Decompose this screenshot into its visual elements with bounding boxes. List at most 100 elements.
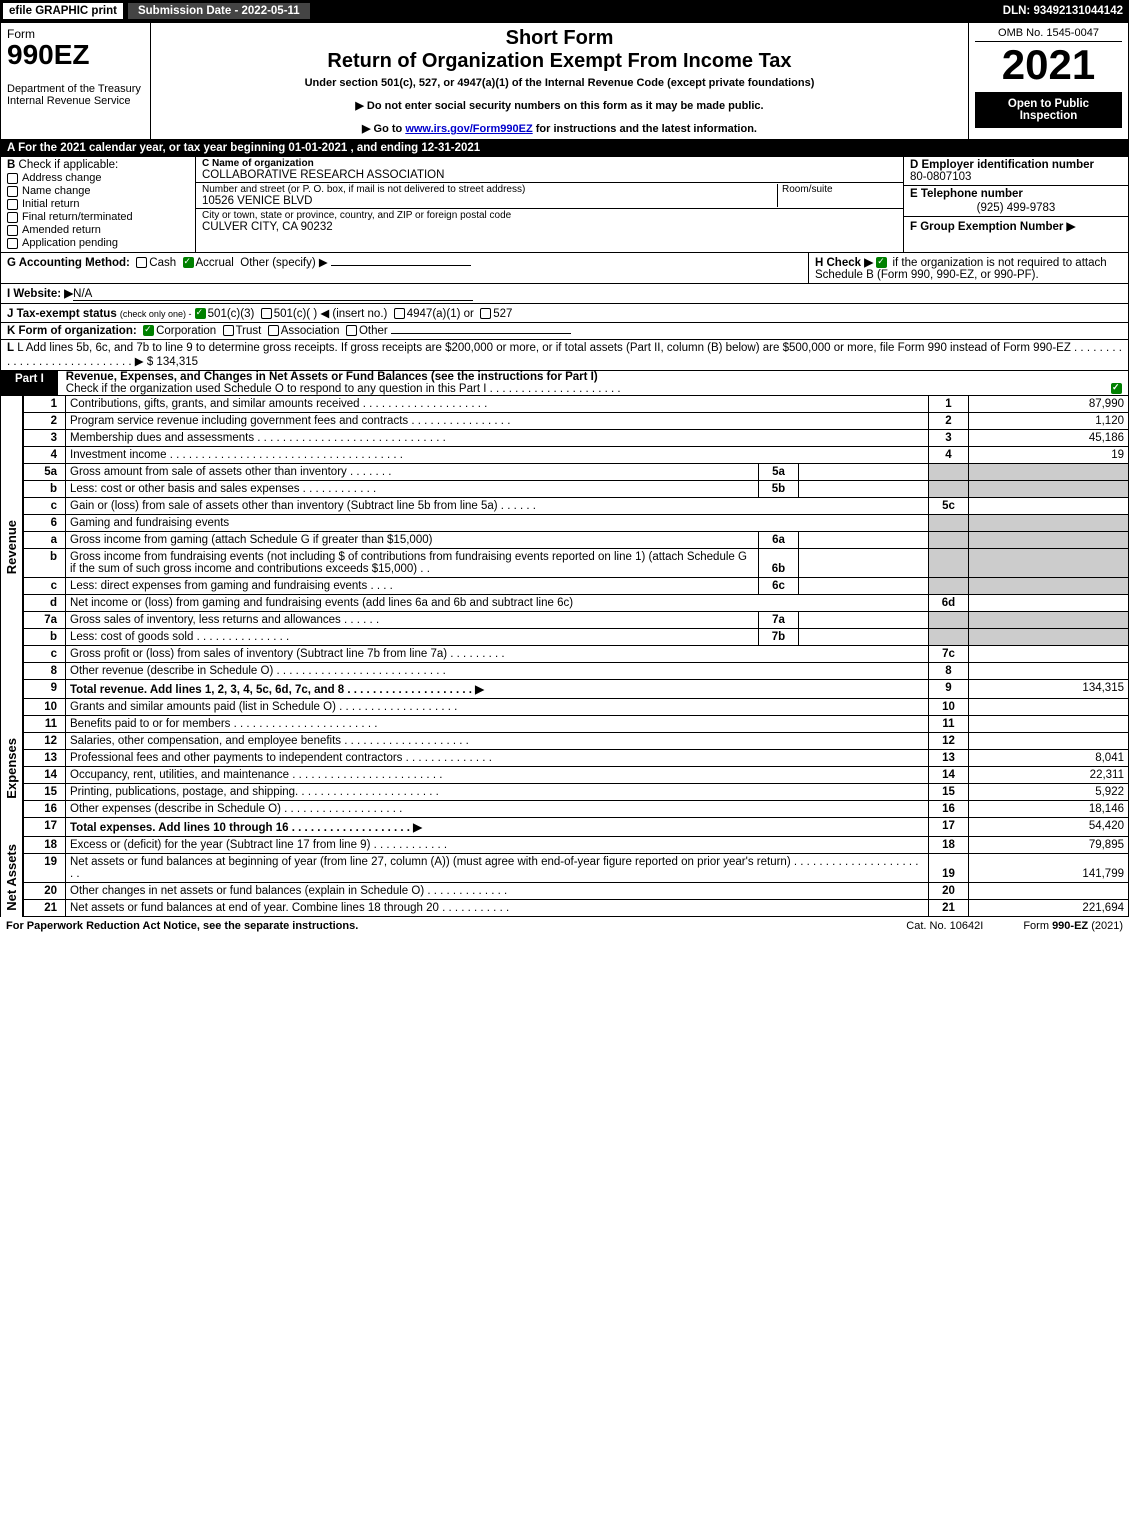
line-6c-desc: Less: direct expenses from gaming and fu… (66, 578, 759, 595)
line-6b-subval (799, 549, 929, 578)
lbl-cash: Cash (149, 257, 176, 269)
lbl-other-specify: Other (specify) ▶ (240, 257, 327, 269)
submission-date: Submission Date - 2022-05-11 (128, 3, 310, 19)
revenue-vertical-label: Revenue (4, 520, 19, 574)
section-b-label: B (7, 159, 15, 171)
line-6b-num: b (24, 549, 66, 578)
line-20-val (969, 883, 1129, 900)
check-if-applicable: Check if applicable: (19, 159, 119, 171)
line-7b-num: b (24, 629, 66, 646)
lbl-amended-return: Amended return (22, 224, 101, 236)
cb-address-change[interactable] (7, 173, 18, 184)
tax-exempt-note: (check only one) - (120, 309, 192, 319)
form-number: 990EZ (7, 41, 144, 69)
line-2-num: 2 (24, 413, 66, 430)
line-7b-val (969, 629, 1129, 646)
part-i-check-line: Check if the organization used Schedule … (66, 383, 621, 395)
other-specify-input[interactable] (331, 265, 471, 266)
line-9-num: 9 (24, 680, 66, 699)
line-15-val: 5,922 (969, 784, 1129, 801)
lbl-application-pending: Application pending (22, 237, 118, 249)
cb-527[interactable] (480, 308, 491, 319)
line-7b-sub: 7b (759, 629, 799, 646)
line-8-desc: Other revenue (describe in Schedule O) .… (66, 663, 929, 680)
line-17-val: 54,420 (969, 818, 1129, 837)
irs-link[interactable]: www.irs.gov/Form990EZ (405, 123, 532, 135)
line-9-ref: 9 (929, 680, 969, 699)
cb-cash[interactable] (136, 257, 147, 268)
line-8-val (969, 663, 1129, 680)
line-6d-num: d (24, 595, 66, 612)
cb-initial-return[interactable] (7, 199, 18, 210)
line-7a-subval (799, 612, 929, 629)
line-1-val: 87,990 (969, 396, 1129, 413)
line-14-desc: Occupancy, rent, utilities, and maintena… (66, 767, 929, 784)
efile-print-button[interactable]: efile GRAPHIC print (2, 2, 124, 20)
part-i-title-text: Revenue, Expenses, and Changes in Net As… (66, 371, 598, 383)
line-5a-sub: 5a (759, 464, 799, 481)
expenses-table: 10Grants and similar amounts paid (list … (23, 699, 1129, 837)
lbl-corporation: Corporation (156, 325, 216, 337)
cb-final-return[interactable] (7, 212, 18, 223)
line-5b-val (969, 481, 1129, 498)
cb-4947[interactable] (394, 308, 405, 319)
line-6b-ref (929, 549, 969, 578)
line-2-desc: Program service revenue including govern… (66, 413, 929, 430)
top-bar: efile GRAPHIC print Submission Date - 20… (0, 0, 1129, 22)
line-3-val: 45,186 (969, 430, 1129, 447)
line-15-num: 15 (24, 784, 66, 801)
line-5b-subval (799, 481, 929, 498)
line-2-ref: 2 (929, 413, 969, 430)
department: Department of the Treasury Internal Reve… (7, 83, 144, 107)
cb-name-change[interactable] (7, 186, 18, 197)
omb-number: OMB No. 1545-0047 (975, 27, 1122, 42)
line-7a-num: 7a (24, 612, 66, 629)
line-19-num: 19 (24, 854, 66, 883)
other-org-input[interactable] (391, 333, 571, 334)
line-5c-val (969, 498, 1129, 515)
open-to-public: Open to Public Inspection (975, 92, 1122, 128)
footer-form-pre: Form (1023, 920, 1052, 932)
lbl-501c: 501(c)( ) ◀ (insert no.) (274, 308, 388, 320)
cb-application-pending[interactable] (7, 238, 18, 249)
cb-501c[interactable] (261, 308, 272, 319)
net-assets-table: 18Excess or (deficit) for the year (Subt… (23, 837, 1129, 917)
line-20-num: 20 (24, 883, 66, 900)
line-15-ref: 15 (929, 784, 969, 801)
line-8-num: 8 (24, 663, 66, 680)
cb-association[interactable] (268, 325, 279, 336)
instruction-2: ▶ Go to www.irs.gov/Form990EZ for instru… (157, 122, 962, 135)
lbl-address-change: Address change (22, 172, 102, 184)
line-18-val: 79,895 (969, 837, 1129, 854)
cb-corporation[interactable] (143, 325, 154, 336)
applicable-checkboxes: Address change Name change Initial retur… (7, 172, 189, 249)
section-a: A For the 2021 calendar year, or tax yea… (0, 140, 1129, 157)
cb-amended-return[interactable] (7, 225, 18, 236)
lbl-accrual: Accrual (196, 257, 234, 269)
line-7c-ref: 7c (929, 646, 969, 663)
lbl-association: Association (281, 325, 340, 337)
cb-schedule-o-part-i[interactable] (1111, 383, 1122, 394)
city-label: City or town, state or province, country… (202, 210, 897, 221)
line-6-ref (929, 515, 969, 532)
section-k: K Form of organization: Corporation Trus… (0, 323, 1129, 340)
line-9-val: 134,315 (969, 680, 1129, 699)
line-4-num: 4 (24, 447, 66, 464)
cb-accrual[interactable] (183, 257, 194, 268)
line-6b-val (969, 549, 1129, 578)
line-6c-sub: 6c (759, 578, 799, 595)
lbl-initial-return: Initial return (22, 198, 79, 210)
lbl-trust: Trust (236, 325, 262, 337)
lbl-501c3: 501(c)(3) (208, 308, 255, 320)
cb-501c3[interactable] (195, 308, 206, 319)
line-13-desc: Professional fees and other payments to … (66, 750, 929, 767)
cb-schedule-b[interactable] (876, 257, 887, 268)
line-17-num: 17 (24, 818, 66, 837)
cb-trust[interactable] (223, 325, 234, 336)
line-6d-val (969, 595, 1129, 612)
section-bcdef: B Check if applicable: Address change Na… (0, 157, 1129, 253)
net-assets-section: Net Assets 18Excess or (deficit) for the… (0, 837, 1129, 917)
line-21-num: 21 (24, 900, 66, 917)
header-left: Form 990EZ Department of the Treasury In… (1, 23, 151, 139)
cb-other-org[interactable] (346, 325, 357, 336)
